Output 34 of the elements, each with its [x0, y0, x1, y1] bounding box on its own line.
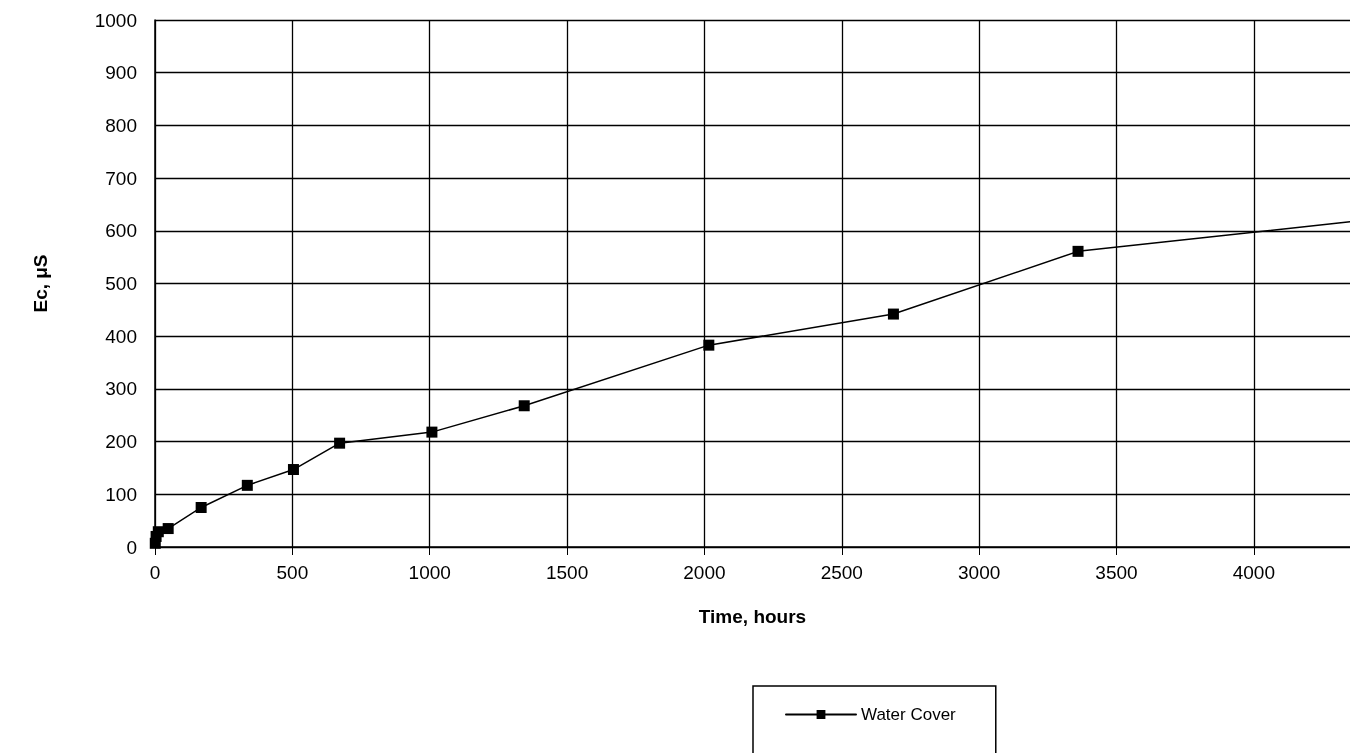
x-axis-title: Time, hours — [698, 606, 807, 627]
point — [518, 400, 530, 412]
x-tick-label: 4000 — [1232, 562, 1275, 583]
point — [152, 526, 164, 538]
y-tick-label: 400 — [105, 325, 137, 347]
point — [1072, 245, 1084, 257]
y-tick-label: 600 — [105, 220, 137, 242]
y-tick-label: 200 — [105, 431, 137, 453]
point — [241, 479, 253, 491]
x-tick-label: 0 — [149, 562, 161, 583]
legend-label: Water Cover — [861, 705, 957, 724]
y-tick-label: 1000 — [94, 9, 137, 31]
x-tick-label: 2000 — [683, 562, 726, 583]
x-tick-label: 3000 — [958, 562, 1001, 583]
y-tick-label: 700 — [105, 167, 137, 189]
y-axis-title: Ec, μS — [30, 254, 51, 313]
point — [887, 308, 899, 320]
x-tick-label: 1500 — [545, 562, 589, 583]
point — [195, 501, 207, 513]
x-tick-label: 3500 — [1095, 562, 1138, 583]
point — [287, 464, 299, 476]
point — [334, 437, 346, 449]
y-tick-label: 900 — [105, 62, 137, 84]
point — [703, 339, 715, 351]
x-tick-label: 1000 — [408, 562, 451, 583]
point — [162, 523, 174, 535]
y-tick-label: 100 — [105, 483, 137, 505]
y-tick-label: 800 — [105, 114, 137, 136]
y-tick-label: 0 — [126, 536, 137, 558]
point — [426, 426, 438, 438]
y-tick-label: 300 — [105, 378, 137, 400]
x-tick-label: 500 — [276, 562, 309, 583]
y-tick-label: 500 — [105, 273, 137, 294]
x-tick-label: 2500 — [820, 562, 863, 583]
